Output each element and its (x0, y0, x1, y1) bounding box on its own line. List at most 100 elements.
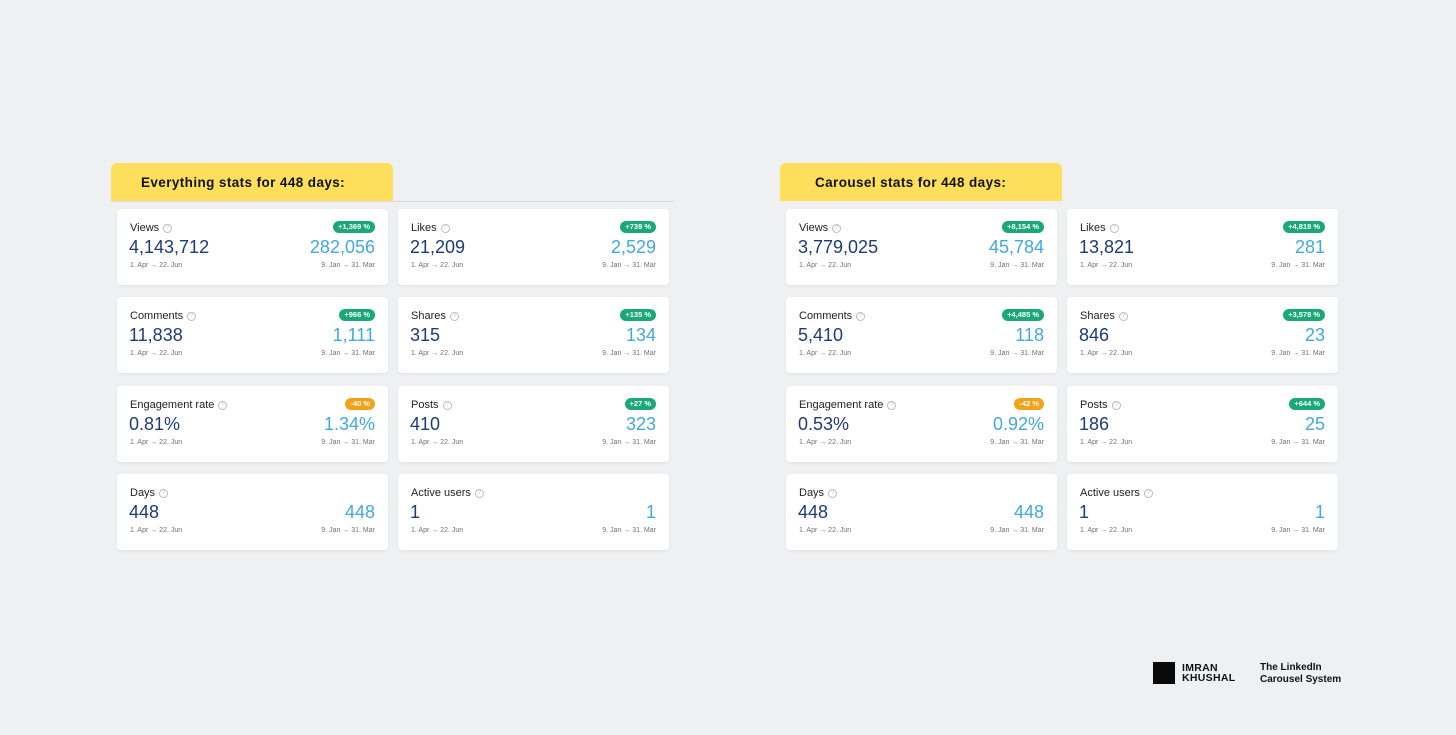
stat-label: Shares (411, 310, 446, 322)
stat-card-engagement-rate: Engagement rate? -40 % 0.81% 1.34% 1. Apr → … (117, 386, 388, 462)
date-range: 1. Apr → 22. Jun (130, 527, 183, 534)
info-icon[interactable]: ? (1111, 400, 1121, 410)
stat-value: 448 (798, 502, 829, 522)
divider (111, 201, 675, 202)
date-range: 1. Apr → 22. Jun (799, 350, 852, 357)
stat-label-row: Active users? (411, 487, 484, 499)
stat-value: 4,143,712 (129, 237, 210, 257)
compare-date-range: 9. Jan → 31. Mar (602, 262, 656, 269)
date-range: 1. Apr → 22. Jun (411, 262, 464, 269)
panel-title: Carousel stats for 448 days: (780, 163, 1062, 201)
compare-value: 1,111 (332, 325, 375, 345)
info-icon[interactable]: ? (187, 311, 197, 321)
stat-label: Engagement rate (799, 399, 884, 411)
stat-card-comments: Comments? +4,485 % 5,410 118 1. Apr → 22. Ju… (786, 297, 1057, 373)
stat-label-row: Engagement rate? (130, 399, 228, 411)
compare-date-range: 9. Jan → 31. Mar (1271, 527, 1325, 534)
stat-label-row: Likes? (1080, 222, 1119, 234)
stat-label-row: Comments? (799, 310, 866, 322)
stat-label: Comments (799, 310, 853, 322)
date-range: 1. Apr → 22. Jun (799, 527, 852, 534)
date-range: 1. Apr → 22. Jun (1080, 439, 1133, 446)
stat-card-days: Days? 448 448 1. Apr → 22. Jun 9. Jan → 31. … (786, 474, 1057, 550)
stat-value: 1 (410, 502, 421, 522)
stat-card-days: Days? 448 448 1. Apr → 22. Jun 9. Jan → 31. … (117, 474, 388, 550)
info-icon[interactable]: ? (1109, 223, 1119, 233)
stat-label: Shares (1080, 310, 1115, 322)
stat-label-row: Engagement rate? (799, 399, 897, 411)
date-range: 1. Apr → 22. Jun (1080, 262, 1133, 269)
info-icon[interactable]: ? (1118, 311, 1128, 321)
stat-card-shares: Shares? +135 % 315 134 1. Apr → 22. Jun 9. Ja… (398, 297, 669, 373)
info-icon[interactable]: ? (887, 400, 897, 410)
stat-card-comments: Comments? +966 % 11,838 1,111 1. Apr → 22. J… (117, 297, 388, 373)
compare-value: 448 (1013, 502, 1044, 522)
stat-card-active-users: Active users? 1 1 1. Apr → 22. Jun 9. Jan → … (398, 474, 669, 550)
brand-name: IMRAN KHUSHAL (1182, 662, 1236, 684)
info-icon[interactable]: ? (474, 488, 484, 498)
change-badge: +644 % (1289, 398, 1325, 410)
brand-mark-icon (1153, 662, 1175, 684)
compare-value: 1 (1314, 502, 1325, 522)
change-badge: +4,485 % (1002, 309, 1044, 321)
stat-card-engagement-rate: Engagement rate? -42 % 0.53% 0.92% 1. Apr → … (786, 386, 1057, 462)
stat-value: 0.81% (129, 414, 181, 434)
date-range: 1. Apr → 22. Jun (411, 350, 464, 357)
stat-value: 448 (129, 502, 160, 522)
change-badge: +1,369 % (333, 221, 375, 233)
stat-card-likes: Likes? +739 % 21,209 2,529 1. Apr → 22. Jun 9… (398, 209, 669, 285)
compare-value: 281 (1294, 237, 1325, 257)
info-icon[interactable]: ? (856, 311, 866, 321)
stat-label: Posts (1080, 399, 1108, 411)
stat-label: Active users (411, 487, 471, 499)
stat-value: 0.53% (798, 414, 850, 434)
stat-card-posts: Posts? +27 % 410 323 1. Apr → 22. Jun 9. Jan … (398, 386, 669, 462)
stat-value: 410 (410, 414, 441, 434)
info-icon[interactable]: ? (163, 223, 173, 233)
info-icon[interactable]: ? (832, 223, 842, 233)
compare-date-range: 9. Jan → 31. Mar (1271, 350, 1325, 357)
info-icon[interactable]: ? (159, 488, 169, 498)
change-badge: +135 % (620, 309, 656, 321)
stat-label: Views (799, 222, 829, 234)
change-badge: -42 % (1014, 398, 1044, 410)
date-range: 1. Apr → 22. Jun (130, 439, 183, 446)
compare-value: 2,529 (610, 237, 656, 257)
brand-name-line: KHUSHAL (1182, 672, 1236, 684)
stat-value: 21,209 (410, 237, 466, 257)
stat-label-row: Shares? (1080, 310, 1128, 322)
info-icon[interactable]: ? (218, 400, 228, 410)
brand-name-line: IMRAN (1182, 662, 1218, 674)
date-range: 1. Apr → 22. Jun (799, 439, 852, 446)
stat-card-active-users: Active users? 1 1 1. Apr → 22. Jun 9. Jan → … (1067, 474, 1338, 550)
stat-value: 846 (1079, 325, 1110, 345)
change-badge: +739 % (620, 221, 656, 233)
stat-card-views: Views? +1,369 % 4,143,712 282,056 1. Apr → 2… (117, 209, 388, 285)
stat-label: Comments (130, 310, 184, 322)
info-icon[interactable]: ? (442, 400, 452, 410)
compare-date-range: 9. Jan → 31. Mar (1271, 262, 1325, 269)
compare-date-range: 9. Jan → 31. Mar (321, 350, 375, 357)
date-range: 1. Apr → 22. Jun (411, 439, 464, 446)
date-range: 1. Apr → 22. Jun (130, 262, 183, 269)
compare-date-range: 9. Jan → 31. Mar (990, 527, 1044, 534)
info-icon[interactable]: ? (828, 488, 838, 498)
info-icon[interactable]: ? (440, 223, 450, 233)
compare-value: 1.34% (323, 414, 375, 434)
compare-date-range: 9. Jan → 31. Mar (602, 527, 656, 534)
compare-date-range: 9. Jan → 31. Mar (990, 262, 1044, 269)
compare-value: 282,056 (309, 237, 375, 257)
stat-label-row: Active users? (1080, 487, 1153, 499)
compare-date-range: 9. Jan → 31. Mar (321, 527, 375, 534)
change-badge: +8,154 % (1002, 221, 1044, 233)
stat-card-posts: Posts? +644 % 186 25 1. Apr → 22. Jun 9. Jan … (1067, 386, 1338, 462)
info-icon[interactable]: ? (1143, 488, 1153, 498)
stat-value: 5,410 (798, 325, 844, 345)
stat-value: 13,821 (1079, 237, 1135, 257)
info-icon[interactable]: ? (449, 311, 459, 321)
stat-value: 315 (410, 325, 441, 345)
compare-date-range: 9. Jan → 31. Mar (990, 439, 1044, 446)
compare-value: 118 (1015, 325, 1044, 345)
stat-label: Engagement rate (130, 399, 215, 411)
change-badge: -40 % (345, 398, 375, 410)
